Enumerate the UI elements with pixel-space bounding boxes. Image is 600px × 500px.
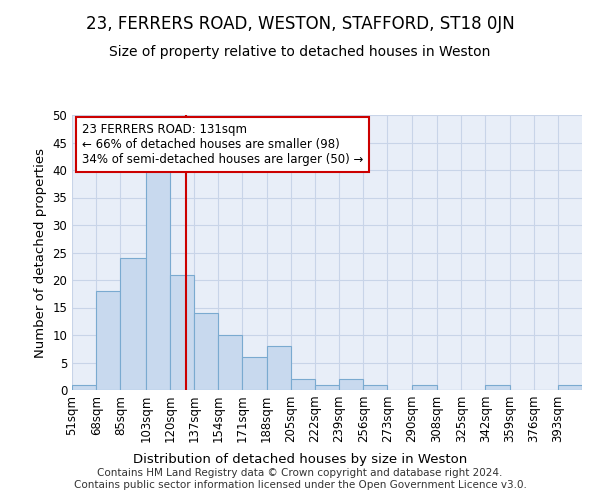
Bar [266, 346, 291, 390]
Bar [242, 357, 266, 390]
Bar [485, 384, 509, 390]
Bar [146, 170, 170, 390]
Bar [558, 384, 582, 390]
Bar [339, 379, 363, 390]
Bar [315, 384, 339, 390]
Bar [121, 258, 146, 390]
Bar [291, 379, 315, 390]
Y-axis label: Number of detached properties: Number of detached properties [34, 148, 47, 358]
Text: 23, FERRERS ROAD, WESTON, STAFFORD, ST18 0JN: 23, FERRERS ROAD, WESTON, STAFFORD, ST18… [86, 15, 514, 33]
Bar [96, 291, 121, 390]
Bar [194, 313, 218, 390]
Text: Distribution of detached houses by size in Weston: Distribution of detached houses by size … [133, 452, 467, 466]
Bar [72, 384, 96, 390]
Bar [218, 335, 242, 390]
Text: Contains HM Land Registry data © Crown copyright and database right 2024.
Contai: Contains HM Land Registry data © Crown c… [74, 468, 526, 490]
Bar [363, 384, 388, 390]
Text: Size of property relative to detached houses in Weston: Size of property relative to detached ho… [109, 45, 491, 59]
Bar [170, 274, 194, 390]
Bar [412, 384, 437, 390]
Text: 23 FERRERS ROAD: 131sqm
← 66% of detached houses are smaller (98)
34% of semi-de: 23 FERRERS ROAD: 131sqm ← 66% of detache… [82, 123, 364, 166]
